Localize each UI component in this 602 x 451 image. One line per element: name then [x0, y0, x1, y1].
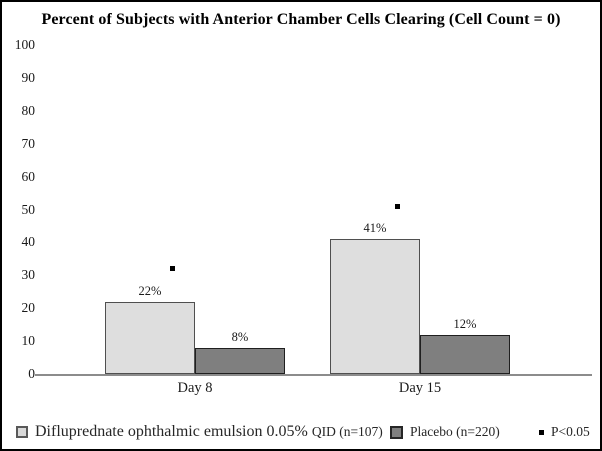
- y-tick-label: 90: [21, 69, 36, 85]
- bar-value-label: 41%: [363, 221, 387, 236]
- y-tick-label: 50: [21, 201, 36, 217]
- y-tick-label: 80: [21, 102, 36, 118]
- y-tick-label: 10: [21, 333, 36, 349]
- bar-value-label: 8%: [231, 329, 249, 344]
- legend-item-placebo: Placebo (n=220): [390, 421, 500, 443]
- y-tick-label: 0: [28, 366, 35, 381]
- y-tick-label: 60: [21, 168, 36, 184]
- x-category-label: Day 8: [177, 380, 213, 396]
- plot-area: 22% 41% 8% 12%: [35, 45, 592, 376]
- y-tick-label: 30: [21, 267, 36, 283]
- bar-placebo-day15: [420, 334, 510, 374]
- legend: Difluprednate ophthalmic emulsion 0.05% …: [2, 421, 600, 443]
- x-axis-line: [35, 374, 592, 376]
- significance-marker-icon: [169, 266, 175, 272]
- bar-difluprednate-day8: [105, 301, 195, 374]
- bar-value-label: 12%: [453, 316, 477, 331]
- y-tick-label: 20: [21, 300, 36, 316]
- legend-swatch-dark-square-icon: [390, 425, 403, 439]
- legend-label-suffix: QID (n=107): [311, 424, 383, 439]
- y-tick-label: 100: [14, 37, 35, 52]
- legend-swatch-light-square-icon: [16, 426, 28, 438]
- significance-marker-icon: [539, 430, 544, 435]
- legend-label-difluprednate: Difluprednate ophthalmic emulsion 0.05% …: [35, 423, 383, 441]
- bar-value-label: 22%: [138, 283, 162, 298]
- x-category-label: Day 15: [398, 380, 442, 396]
- bar-placebo-day8: [195, 347, 285, 374]
- y-tick-label: 40: [21, 234, 36, 250]
- y-tick-label: 70: [21, 135, 36, 151]
- legend-label-placebo: Placebo (n=220): [410, 424, 500, 439]
- legend-label-main: Difluprednate ophthalmic emulsion 0.05%: [35, 423, 308, 440]
- legend-label-pvalue: P<0.05: [551, 424, 590, 439]
- legend-item-pvalue: P<0.05: [539, 421, 590, 443]
- bar-difluprednate-day15: [330, 239, 420, 374]
- chart-title: Percent of Subjects with Anterior Chambe…: [41, 11, 561, 28]
- legend-item-difluprednate: Difluprednate ophthalmic emulsion 0.05% …: [16, 421, 383, 443]
- significance-marker-icon: [394, 203, 400, 209]
